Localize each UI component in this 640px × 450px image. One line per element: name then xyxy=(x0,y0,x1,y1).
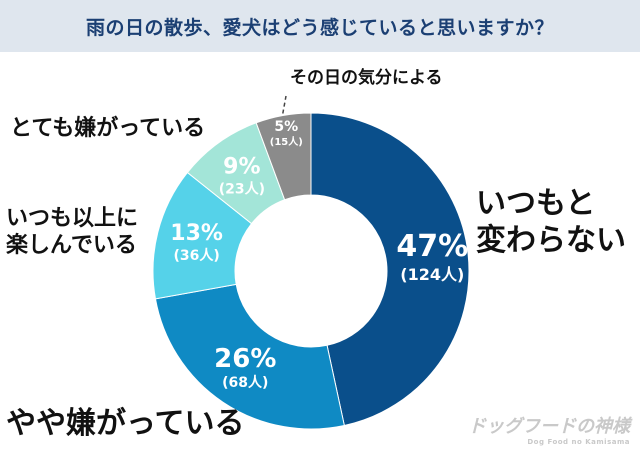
chart-title: 雨の日の散歩、愛犬はどう感じていると思いますか？ xyxy=(85,16,554,39)
category-label-depends-on-mood: その日の気分による xyxy=(290,68,443,88)
slice-percent-really-dislike: 9% xyxy=(223,154,260,179)
donut-slice-unchanged xyxy=(310,112,470,427)
slice-count-unchanged: (124人) xyxy=(400,265,464,284)
watermark-logo: ドッグフードの神様 Dog Food no Kamisama xyxy=(468,416,630,446)
leader-line-depends-on-mood xyxy=(282,95,287,114)
slice-count-really-dislike: (23人) xyxy=(219,180,265,197)
slice-count-somewhat-dislike: (68人) xyxy=(222,374,268,391)
donut-slice-depends-on-mood xyxy=(255,112,312,201)
donut-slice-somewhat-dislike xyxy=(154,283,345,430)
slice-percent-unchanged: 47% xyxy=(396,229,468,264)
category-label-enjoy-more: いつも以上に 楽しんでいる xyxy=(6,206,139,258)
slice-count-enjoy-more: (36人) xyxy=(173,247,219,264)
category-label-somewhat-dislike: やや嫌がっている xyxy=(6,406,245,441)
slice-percent-somewhat-dislike: 26% xyxy=(214,344,276,374)
title-bar: 雨の日の散歩、愛犬はどう感じていると思いますか？ xyxy=(0,0,640,52)
slice-percent-depends-on-mood: 5% xyxy=(274,119,298,135)
category-label-really-dislike: とても嫌がっている xyxy=(10,116,206,141)
slice-count-depends-on-mood: (15人) xyxy=(270,135,303,148)
donut-chart: 47%(124人) 26%(68人) 13%(36人) 9%(23人) 5%(15人) xyxy=(152,95,470,430)
category-label-unchanged: いつもと 変わらない xyxy=(476,186,626,258)
slice-percent-enjoy-more: 13% xyxy=(170,221,223,246)
